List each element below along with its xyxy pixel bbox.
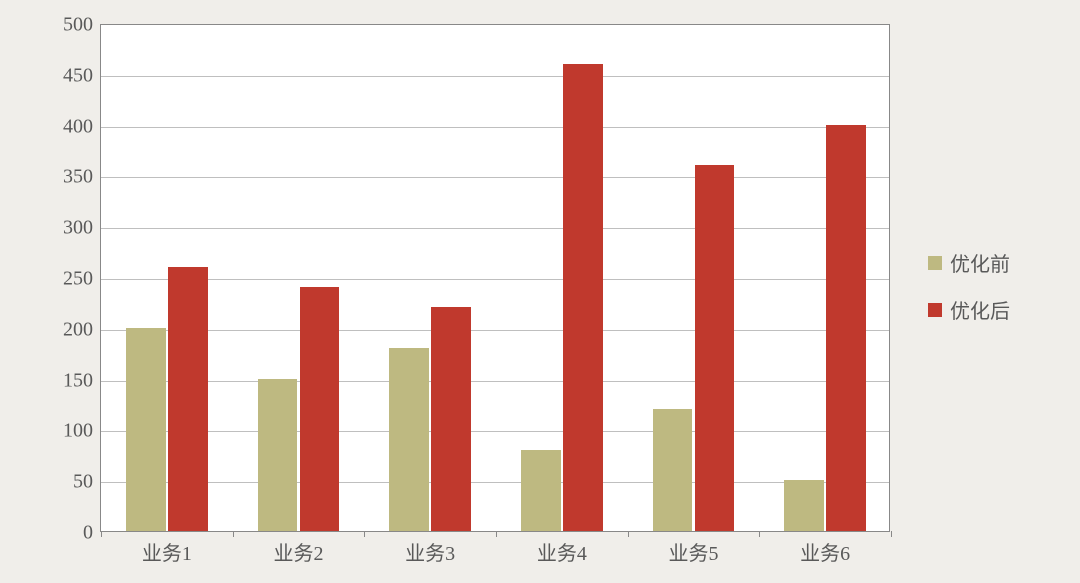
gridline — [101, 177, 889, 178]
x-tick-label: 业务6 — [800, 531, 850, 566]
y-tick-label: 100 — [63, 420, 101, 443]
legend-item: 优化后 — [928, 295, 1010, 324]
y-tick-label: 150 — [63, 369, 101, 392]
y-tick-label: 0 — [83, 522, 101, 545]
bar — [563, 64, 603, 531]
gridline — [101, 228, 889, 229]
x-tick-mark — [101, 531, 102, 537]
gridline — [101, 127, 889, 128]
x-tick-mark — [759, 531, 760, 537]
y-tick-label: 300 — [63, 217, 101, 240]
bar — [653, 409, 693, 531]
bar — [784, 480, 824, 531]
x-tick-label: 业务5 — [669, 531, 719, 566]
bar — [695, 165, 735, 531]
gridline — [101, 381, 889, 382]
x-tick-mark — [364, 531, 365, 537]
y-tick-label: 250 — [63, 268, 101, 291]
bar — [389, 348, 429, 531]
x-tick-label: 业务4 — [537, 531, 587, 566]
legend-label: 优化后 — [950, 295, 1010, 324]
y-tick-label: 500 — [63, 14, 101, 37]
x-tick-label: 业务1 — [142, 531, 192, 566]
gridline — [101, 330, 889, 331]
x-tick-mark — [233, 531, 234, 537]
x-tick-mark — [891, 531, 892, 537]
plot-area: 050100150200250300350400450500业务1业务2业务3业… — [100, 24, 890, 532]
legend-swatch — [928, 256, 942, 270]
gridline — [101, 279, 889, 280]
y-tick-label: 350 — [63, 166, 101, 189]
bar-chart: 0 50 100 150 200 250 300 350 400 450 500 业务1 业务2 业务3 业… — [0, 0, 1080, 583]
bar — [258, 379, 298, 531]
x-tick-mark — [628, 531, 629, 537]
y-tick-label: 200 — [63, 318, 101, 341]
legend-item: 优化前 — [928, 248, 1010, 277]
gridline — [101, 431, 889, 432]
y-tick-label: 50 — [73, 471, 101, 494]
x-tick-label: 业务2 — [274, 531, 324, 566]
bar — [168, 267, 208, 531]
gridline — [101, 482, 889, 483]
bar — [300, 287, 340, 531]
bar — [521, 450, 561, 531]
y-tick-label: 450 — [63, 64, 101, 87]
legend-swatch — [928, 303, 942, 317]
x-tick-label: 业务3 — [405, 531, 455, 566]
bar — [826, 125, 866, 531]
y-tick-label: 400 — [63, 115, 101, 138]
legend-label: 优化前 — [950, 248, 1010, 277]
bar — [431, 307, 471, 531]
gridline — [101, 76, 889, 77]
x-tick-mark — [496, 531, 497, 537]
legend: 优化前优化后 — [928, 248, 1010, 324]
bar — [126, 328, 166, 531]
